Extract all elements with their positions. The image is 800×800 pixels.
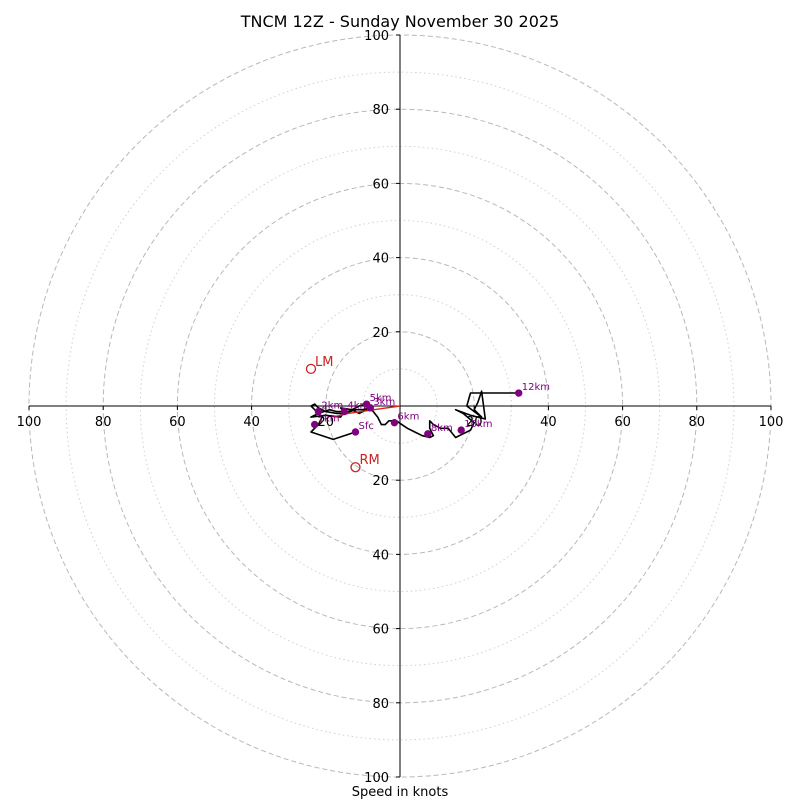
height-label-10km: 10km [464, 419, 492, 430]
x-tick-label: 80 [689, 415, 706, 430]
height-marker-2km [314, 407, 323, 416]
y-tick-label: 40 [372, 252, 389, 267]
storm-marker-LM [305, 363, 317, 375]
height-label-12km: 12km [522, 382, 550, 393]
height-marker-10km [457, 426, 465, 434]
height-label-1km: 1km [318, 414, 340, 425]
mean-wind-segment [333, 405, 401, 418]
height-marker-4km [340, 407, 349, 416]
storm-label-LM: LM [315, 355, 333, 370]
x-tick-label: 40 [540, 415, 557, 430]
x-tick-label: 60 [614, 415, 631, 430]
height-marker-5km [362, 400, 371, 408]
height-marker-1km [310, 420, 319, 429]
height-label-3km: 3km [373, 397, 395, 408]
x-tick-label: 40 [243, 415, 260, 430]
storm-label-RM: RM [359, 453, 379, 468]
x-tick-label: 60 [169, 415, 186, 430]
height-label-6km: 6km [397, 412, 419, 423]
y-tick-label: 80 [372, 103, 389, 118]
height-label-Sfc: Sfc [358, 421, 373, 432]
x-tick-label: 80 [95, 415, 112, 430]
x-tick-label: 100 [759, 415, 784, 430]
height-label-4km: 4km [347, 401, 369, 412]
y-tick-label: 60 [372, 623, 389, 638]
chart-title: TNCM 12Z - Sunday November 30 2025 [240, 12, 560, 31]
y-tick-label: 20 [372, 326, 389, 341]
height-label-8km: 8km [431, 423, 453, 434]
x-tick-label: 100 [17, 415, 42, 430]
x-axis-label: Speed in knots [352, 785, 449, 800]
height-marker-8km [424, 430, 432, 438]
height-marker-12km [515, 389, 523, 397]
mean-wind-line [333, 405, 401, 418]
storm-marker-RM [350, 462, 361, 473]
height-label-5km: 5km [370, 393, 392, 404]
y-tick-label: 100 [364, 771, 389, 786]
height-marker-6km [390, 418, 399, 427]
height-marker-Sfc [351, 428, 360, 436]
y-tick-label: 60 [372, 177, 389, 192]
y-tick-label: 100 [364, 29, 389, 44]
storm-motion-markers: LM RM [305, 355, 380, 473]
y-tick-label: 40 [372, 548, 389, 563]
y-tick-label: 80 [372, 697, 389, 712]
height-label-2km: 2km [321, 401, 343, 412]
y-tick-label: 20 [372, 474, 389, 489]
